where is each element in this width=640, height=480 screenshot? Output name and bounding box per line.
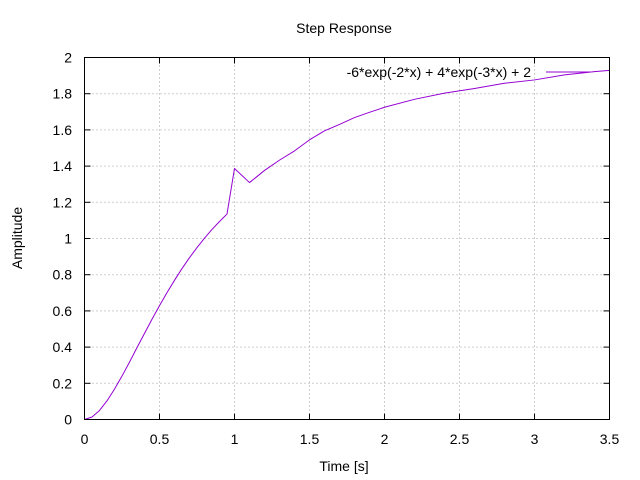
y-tick-label: 0.4 bbox=[53, 339, 73, 355]
x-tick-label: 1 bbox=[231, 431, 239, 447]
x-tick-label: 3 bbox=[531, 431, 539, 447]
y-tick-label: 1.8 bbox=[53, 86, 73, 102]
x-axis-title: Time [s] bbox=[319, 458, 368, 474]
y-tick-label: 1.6 bbox=[53, 122, 73, 138]
y-tick-labels: 0 0.2 0.4 0.6 0.8 1 1.2 1.4 1.6 1.8 2 bbox=[53, 50, 73, 428]
plot-frame bbox=[84, 57, 610, 420]
y-tick-label: 0.6 bbox=[53, 303, 73, 319]
x-tick-label: 1.5 bbox=[300, 431, 320, 447]
legend-label: -6*exp(-2*x) + 4*exp(-3*x) + 2 bbox=[347, 64, 532, 80]
y-tick-label: 1 bbox=[64, 231, 72, 247]
y-tick-label: 0.8 bbox=[53, 267, 73, 283]
x-tick-label: 0.5 bbox=[150, 431, 170, 447]
x-tick-label: 0 bbox=[81, 431, 89, 447]
y-axis-title: Amplitude bbox=[9, 207, 25, 269]
x-tick-label: 2 bbox=[381, 431, 389, 447]
y-tick-label: 1.2 bbox=[53, 194, 73, 210]
series-layer bbox=[84, 69, 610, 420]
y-tick-label: 0.2 bbox=[53, 375, 73, 391]
grid-lines bbox=[84, 57, 610, 420]
x-tick-label: 2.5 bbox=[450, 431, 470, 447]
y-tick-label: 1.4 bbox=[53, 158, 73, 174]
x-tick-label: 3.5 bbox=[600, 431, 620, 447]
series-line bbox=[84, 69, 610, 420]
chart-title: Step Response bbox=[296, 20, 392, 36]
y-tick-label: 2 bbox=[64, 50, 72, 66]
y-tick-label: 0 bbox=[64, 412, 72, 428]
legend: -6*exp(-2*x) + 4*exp(-3*x) + 2 bbox=[347, 64, 590, 80]
tick-marks bbox=[84, 57, 610, 420]
x-tick-labels: 0 0.5 1 1.5 2 2.5 3 3.5 bbox=[81, 431, 620, 447]
